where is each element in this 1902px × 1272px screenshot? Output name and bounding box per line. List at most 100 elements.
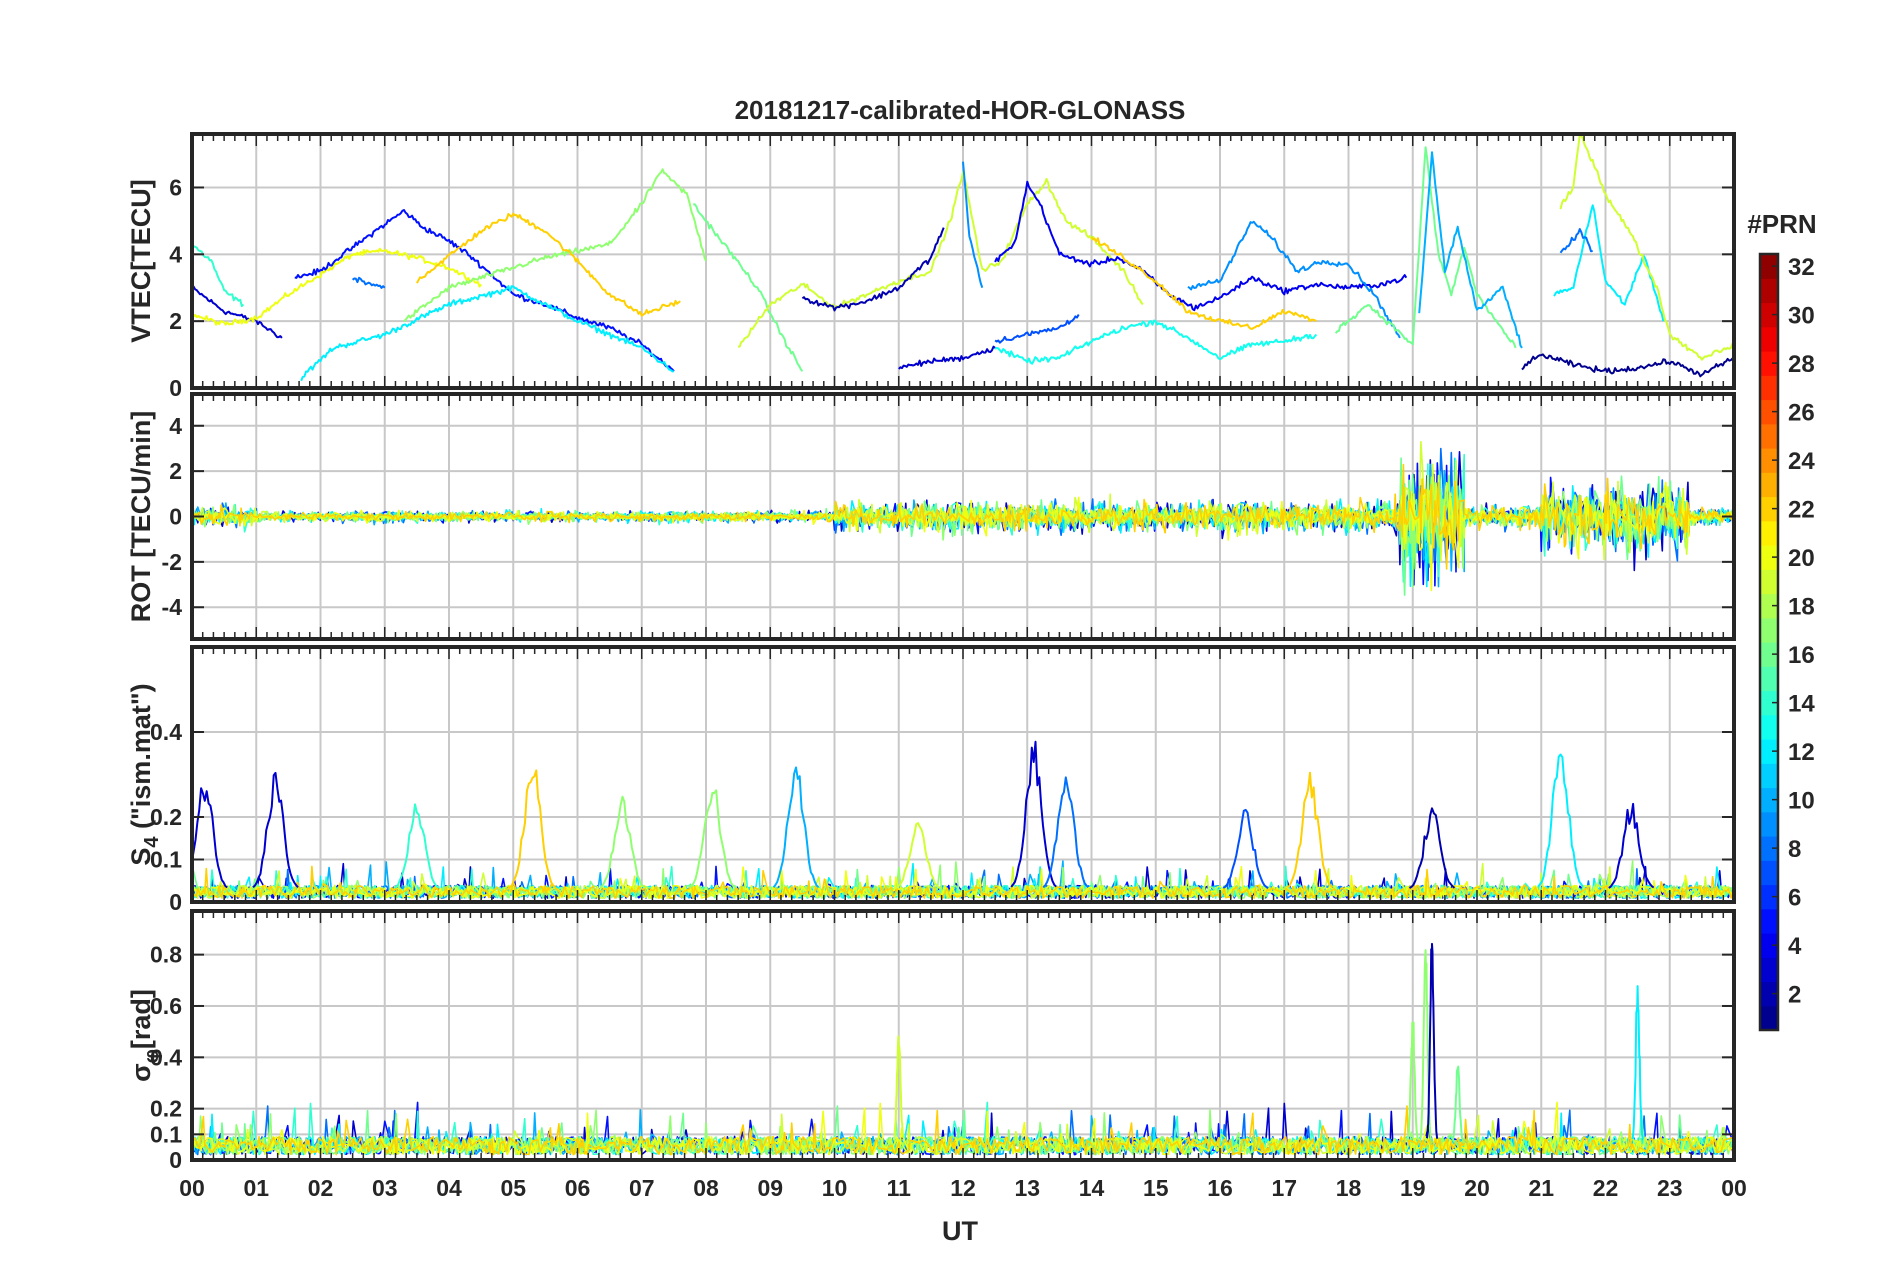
y-tick-label: 0.4 [150,719,182,745]
y-tick-label: 0 [169,1147,182,1173]
x-tick-label: 02 [308,1175,334,1201]
vtec-line-prn-2 [801,227,945,312]
s4-peak-prn-14 [393,803,440,889]
colorbar-tick-label: 8 [1788,836,1801,863]
colorbar-swatch [1760,957,1778,983]
y-tick-label: 0.8 [150,942,182,968]
s4-peak-prn-22 [1286,771,1334,889]
s4-peak-prn-7 [1222,808,1269,889]
x-tick-label: 00 [1721,1175,1747,1201]
vtec-line-prn-7 [994,314,1080,344]
colorbar-swatch [1760,884,1778,910]
y-tick-label: -2 [162,549,182,575]
colorbar-frame [1758,252,1780,1032]
colorbar-tick-label: 32 [1788,254,1815,281]
x-tick-label: 13 [1014,1175,1040,1201]
colorbar-swatch [1760,908,1778,934]
s4-peak-prn-17 [689,789,736,889]
vtec-line-prn-10 [1418,151,1523,349]
vtec-line-prn-3 [898,345,996,370]
y-tick-label: 0 [169,375,182,401]
colorbar-tick-label: 2 [1788,982,1801,1009]
y-tick-label: 6 [169,174,182,200]
x-tick-label: 15 [1143,1175,1169,1201]
x-tick-label: 04 [436,1175,462,1201]
colorbar-swatch [1760,569,1778,595]
y-tick-label: 0.4 [150,1044,182,1070]
colorbar-swatch [1760,448,1778,473]
colorbar-swatch [1760,351,1778,376]
x-tick-label: 10 [822,1175,848,1201]
grid-sigma [192,911,1734,1160]
chart-title: 20181217-calibrated-HOR-GLONASS [735,95,1186,125]
colorbar-swatch [1760,617,1778,643]
colorbar-swatch [1760,981,1778,1007]
colorbar-tick-label: 12 [1788,739,1815,766]
colorbar-tick-label: 24 [1788,448,1815,475]
colorbar-swatch [1760,375,1778,401]
x-tick-label: 19 [1400,1175,1426,1201]
colorbar-tick-label: 26 [1788,400,1815,427]
colorbar-tick-label: 30 [1788,303,1815,330]
colorbar-swatch [1760,278,1778,304]
panel-vtec: 0 2 4 6 VTEC[TECU] [126,132,1736,401]
plot-area-s4 [192,740,1734,899]
colorbar-tick-label: 18 [1788,594,1815,621]
s4-peak-prn-3 [1608,802,1655,889]
s4-peak-prn-3 [252,771,299,889]
s4-peak-prn-2 [1408,807,1456,889]
colorbar-tick-label: 16 [1788,642,1815,669]
colorbar-swatch [1760,399,1778,425]
s4-peak-prn-22 [509,769,556,888]
y-tick-label: 0 [169,504,182,530]
y-tick-label: 0.6 [150,993,182,1019]
x-tick-label: 20 [1464,1175,1490,1201]
x-tick-label: 07 [629,1175,655,1201]
colorbar-swatch [1760,836,1778,861]
x-tick-label: 23 [1657,1175,1683,1201]
sigma-line-prn-22 [192,1105,1734,1156]
colorbar-swatch [1760,423,1778,449]
vtec-line-prn-5 [294,209,675,372]
colorbar-swatch [1760,666,1778,692]
colorbar-tick-label: 20 [1788,545,1815,572]
y-tick-label: -4 [162,594,183,620]
x-tick-label: 00 [179,1175,205,1201]
y-tick-label: 2 [169,308,182,334]
x-tick-label: 05 [500,1175,526,1201]
s4-peak-prn-3 [192,787,228,889]
x-ticks-rot [191,394,1735,639]
sigma-peak-prn-2 [1425,942,1439,1139]
colorbar-label: #PRN [1747,209,1816,239]
vtec-line-prn-16 [693,203,804,372]
y-tick-label: 0.1 [150,1121,182,1147]
y-tick-label: 4 [169,241,182,267]
x-tick-label: 18 [1336,1175,1362,1201]
vtec-line-prn-19 [1559,134,1734,361]
panel-rot: -4 -2 0 2 4 ROT [TECU/min] [126,392,1736,641]
vtec-line-prn-19 [737,170,1144,348]
y-axis-label-vtec: VTEC[TECU] [126,179,156,343]
colorbar-tick-label: 14 [1788,691,1815,718]
rot-line-prn-20 [192,474,1734,592]
colorbar-swatch [1760,520,1778,546]
panel-s4: 0 0.1 0.2 0.4S4 ("ism.mat") [126,645,1736,915]
vtec-line-prn-16 [1334,146,1517,349]
colorbar-swatch [1760,787,1778,813]
x-tick-label: 01 [243,1175,269,1201]
vtec-line-prn-4 [994,180,1408,312]
s4-peak-prn-12 [1537,753,1584,888]
colorbar-swatch [1760,739,1778,764]
x-tick-label: 06 [565,1175,591,1201]
vtec-line-prn-14 [192,243,245,308]
x-tick-label: 17 [1271,1175,1297,1201]
colorbar-swatch [1760,496,1778,522]
colorbar-swatch [1760,302,1778,328]
y-tick-label: 2 [169,458,182,484]
rot-line-prn-22 [192,463,1734,570]
colorbar-tick-label: 22 [1788,497,1815,524]
y-tick-label: 0.2 [150,1096,182,1122]
y-axis-label-sigma: σφ[rad] [126,989,163,1082]
